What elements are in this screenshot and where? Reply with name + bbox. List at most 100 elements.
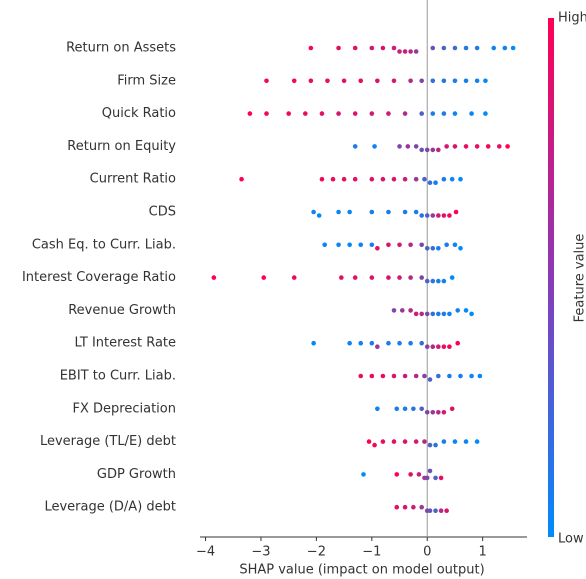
point bbox=[369, 111, 375, 116]
point bbox=[316, 213, 322, 218]
point bbox=[424, 344, 430, 350]
point bbox=[441, 311, 447, 317]
point bbox=[352, 144, 358, 149]
point bbox=[447, 344, 452, 350]
point bbox=[286, 111, 291, 116]
feature-label: CDS bbox=[149, 205, 176, 220]
colorbar-low: Low bbox=[558, 532, 584, 547]
x-tick-label: 0 bbox=[423, 545, 431, 560]
point bbox=[436, 410, 441, 415]
point bbox=[430, 111, 436, 116]
point bbox=[372, 442, 377, 448]
point bbox=[411, 504, 416, 510]
point bbox=[455, 340, 461, 346]
point bbox=[458, 373, 463, 379]
point bbox=[430, 213, 436, 218]
point bbox=[427, 468, 433, 474]
point bbox=[424, 475, 430, 481]
point bbox=[264, 111, 269, 116]
point bbox=[391, 45, 397, 51]
feature-label: Revenue Growth bbox=[68, 303, 176, 318]
point bbox=[336, 45, 341, 51]
point bbox=[477, 373, 483, 379]
point bbox=[394, 406, 400, 412]
point bbox=[441, 78, 447, 84]
point bbox=[413, 144, 419, 149]
point bbox=[419, 111, 424, 116]
point bbox=[380, 45, 386, 51]
point bbox=[413, 373, 419, 379]
point bbox=[372, 144, 377, 149]
point bbox=[433, 180, 438, 185]
point bbox=[483, 78, 488, 84]
point bbox=[366, 439, 372, 444]
point bbox=[402, 439, 408, 444]
point bbox=[330, 176, 336, 182]
feature-label: Interest Coverage Ratio bbox=[22, 270, 176, 285]
point bbox=[408, 308, 413, 313]
point bbox=[358, 242, 364, 248]
point bbox=[402, 111, 408, 116]
feature-label: LT Interest Rate bbox=[74, 336, 176, 351]
point bbox=[397, 275, 402, 280]
point bbox=[325, 78, 330, 84]
point bbox=[474, 144, 480, 149]
point bbox=[413, 49, 419, 54]
point bbox=[441, 410, 447, 415]
point bbox=[463, 78, 469, 84]
point bbox=[441, 176, 447, 182]
point bbox=[336, 209, 341, 215]
point bbox=[463, 144, 469, 149]
point bbox=[352, 176, 358, 182]
point bbox=[369, 242, 375, 248]
point bbox=[452, 439, 458, 444]
point bbox=[424, 147, 430, 153]
point bbox=[430, 278, 436, 284]
colorbar-high: High bbox=[558, 11, 586, 26]
point bbox=[502, 45, 508, 51]
point bbox=[361, 472, 366, 477]
point bbox=[413, 439, 419, 444]
point bbox=[422, 439, 427, 444]
point bbox=[402, 209, 408, 215]
x-axis-label: SHAP value (impact on model output) bbox=[239, 563, 484, 578]
point bbox=[469, 373, 474, 379]
point bbox=[397, 340, 402, 346]
point bbox=[485, 144, 491, 149]
point bbox=[463, 308, 469, 313]
point bbox=[419, 242, 424, 248]
point bbox=[436, 246, 441, 251]
point bbox=[402, 406, 408, 412]
point bbox=[311, 209, 316, 215]
point bbox=[303, 111, 308, 116]
point bbox=[419, 311, 424, 317]
feature-label: Current Ratio bbox=[90, 172, 176, 187]
feature-label: GDP Growth bbox=[97, 467, 176, 482]
point bbox=[441, 111, 447, 116]
point bbox=[339, 275, 344, 280]
point bbox=[441, 278, 447, 284]
feature-label: Return on Assets bbox=[66, 41, 176, 56]
point bbox=[424, 213, 430, 218]
point bbox=[438, 475, 444, 481]
feature-label: Quick Ratio bbox=[102, 106, 176, 121]
point bbox=[436, 373, 441, 379]
point bbox=[469, 311, 474, 317]
point bbox=[358, 373, 364, 379]
point bbox=[430, 45, 436, 51]
point bbox=[430, 78, 436, 84]
point bbox=[322, 242, 328, 248]
feature-label: Leverage (TL/E) debt bbox=[40, 434, 176, 449]
point bbox=[413, 176, 419, 182]
point bbox=[352, 111, 358, 116]
point bbox=[264, 78, 269, 84]
point bbox=[347, 242, 352, 248]
point bbox=[291, 275, 297, 280]
point bbox=[436, 311, 441, 317]
point bbox=[408, 242, 413, 248]
point bbox=[444, 242, 449, 248]
point bbox=[391, 439, 397, 444]
x-tick-label: −3 bbox=[251, 545, 270, 560]
point bbox=[419, 147, 424, 153]
